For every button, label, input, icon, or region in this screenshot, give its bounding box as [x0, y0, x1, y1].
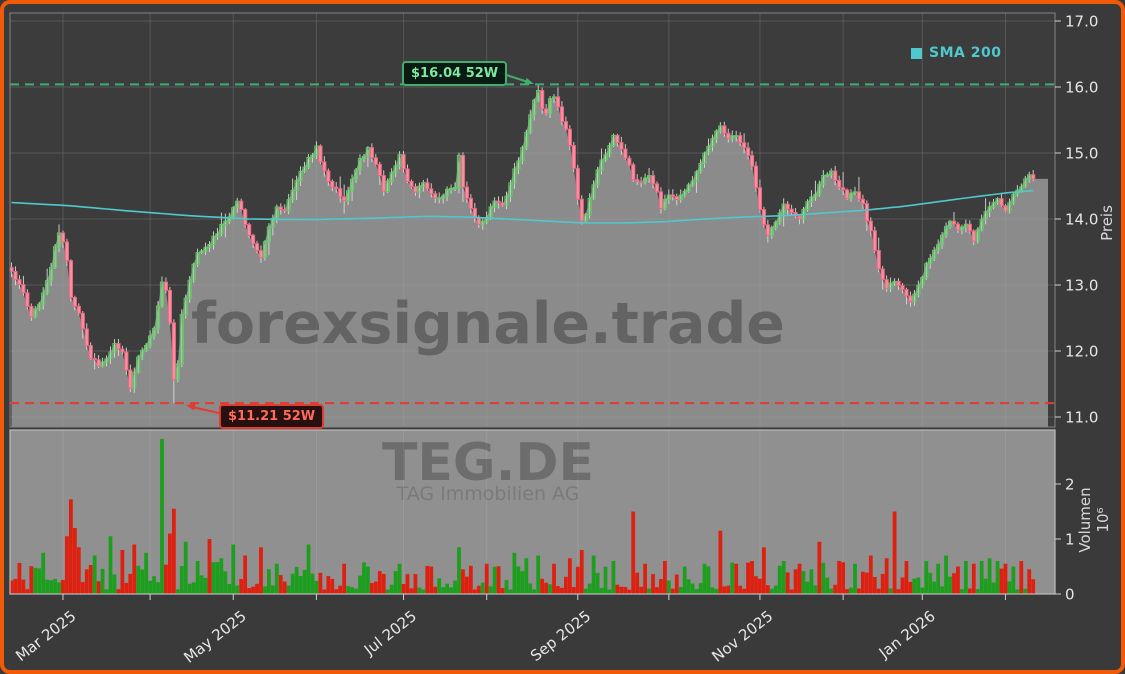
legend-label: SMA 200	[929, 45, 1002, 61]
price-tick-label: 12.0	[1065, 343, 1098, 361]
volume-tick-label: 1	[1065, 531, 1075, 549]
price-axis-title: Preis	[1098, 205, 1116, 241]
price-grid-overlay	[10, 13, 1055, 427]
price-tick-label: 16.0	[1065, 79, 1098, 97]
volume-axis-title: Volumen	[1076, 487, 1094, 552]
price-tick-label: 17.0	[1065, 13, 1098, 31]
volume-axis-multiplier: 10⁶	[1094, 507, 1112, 532]
sma200-line	[11, 189, 1034, 224]
low-52w-label: $11.21 52W	[219, 404, 325, 429]
legend-sma200: SMA 200	[911, 45, 1001, 61]
price-tick-label: 13.0	[1065, 277, 1098, 295]
volume-tick-label: 2	[1065, 476, 1075, 494]
volume-tick-label: 0	[1065, 586, 1075, 604]
price-tick-label: 15.0	[1065, 145, 1098, 163]
price-tick-label: 11.0	[1065, 409, 1098, 427]
symbol-watermark: TEG.DE	[382, 433, 594, 493]
price-tick-label: 14.0	[1065, 211, 1098, 229]
candles	[9, 84, 1036, 404]
site-watermark: forexsignale.trade	[191, 291, 785, 357]
sma200-swatch-icon	[911, 47, 922, 59]
company-watermark: TAG Immobilien AG	[396, 483, 580, 505]
close-area-fill	[11, 90, 1048, 427]
volume-bars	[9, 438, 1036, 594]
high-52w-label: $16.04 52W	[402, 61, 508, 86]
